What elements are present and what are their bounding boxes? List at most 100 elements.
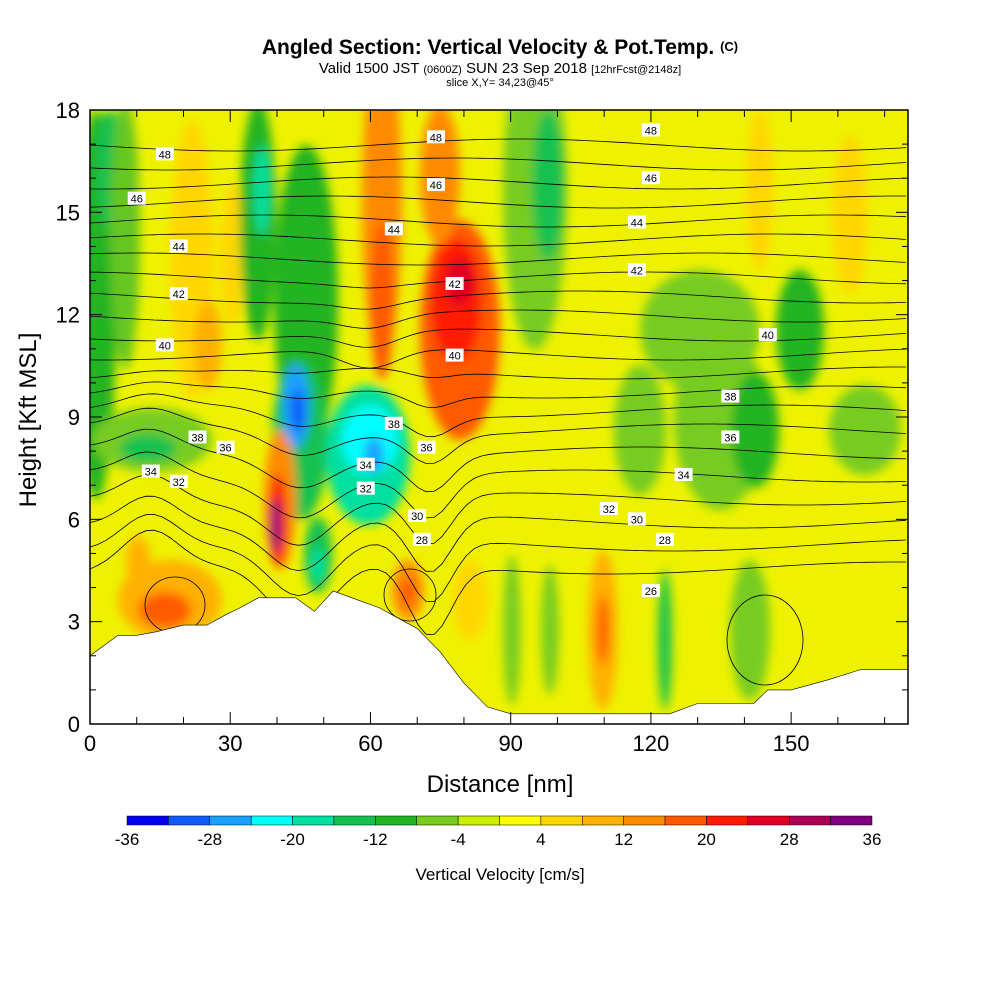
velocity-region bbox=[776, 270, 824, 390]
contour-label-text: 36 bbox=[724, 432, 736, 444]
contour-label-bg bbox=[356, 481, 375, 495]
colorbar-segment bbox=[457, 815, 500, 826]
contour-label: 32 bbox=[169, 474, 188, 489]
contour-label-text: 36 bbox=[420, 443, 432, 455]
contour-label: 28 bbox=[412, 532, 431, 547]
colorbar-segment bbox=[623, 815, 666, 826]
colorbar-segment bbox=[416, 815, 459, 826]
contour-label: 32 bbox=[599, 502, 618, 516]
isentrope-line bbox=[90, 214, 907, 228]
slice-info: slice X,Y= 34,23@45° bbox=[446, 77, 554, 89]
velocity-region bbox=[254, 145, 270, 235]
colorbar-tick-label: 20 bbox=[697, 830, 716, 849]
contour-label: 38 bbox=[188, 430, 207, 444]
velocity-region bbox=[271, 497, 281, 553]
contour-label-bg bbox=[674, 467, 693, 481]
contour-label-bg bbox=[641, 583, 660, 597]
velocity-region bbox=[640, 270, 760, 390]
velocity-region bbox=[401, 578, 415, 606]
contour-label-text: 34 bbox=[145, 467, 157, 479]
isentrope-line bbox=[90, 271, 907, 289]
isentrope-line bbox=[90, 233, 907, 247]
contour-label-bg bbox=[426, 130, 445, 144]
contour-label: 30 bbox=[627, 512, 646, 526]
contour-label-text: 34 bbox=[678, 470, 690, 482]
contour-label: 42 bbox=[445, 276, 464, 291]
isentrope-line bbox=[90, 309, 907, 329]
velocity-region bbox=[658, 570, 672, 710]
contour-label-bg bbox=[426, 178, 445, 192]
x-tick-label: 0 bbox=[84, 731, 96, 756]
velocity-region bbox=[311, 547, 325, 583]
isentrope-line bbox=[90, 252, 907, 266]
contour-label-bg bbox=[627, 263, 646, 277]
contour-label-text: 38 bbox=[388, 419, 400, 431]
colorbar-segment bbox=[747, 815, 790, 826]
colorbar-segment bbox=[499, 815, 542, 826]
y-tick-label: 3 bbox=[68, 610, 80, 635]
contour-label-text: 32 bbox=[173, 477, 185, 489]
isentrope-line bbox=[90, 474, 907, 546]
contour-label: 34 bbox=[141, 464, 160, 479]
contour-label: 42 bbox=[169, 287, 188, 301]
colorbar-segment bbox=[250, 815, 293, 826]
contour-label-bg bbox=[169, 474, 188, 488]
copyright-mark: (C) bbox=[720, 39, 739, 54]
colorbar-tick-label: -36 bbox=[115, 830, 140, 849]
x-tick-label: 150 bbox=[773, 731, 810, 756]
contour-label-text: 36 bbox=[219, 443, 231, 455]
isentrope-line bbox=[90, 157, 907, 171]
isentrope-line bbox=[90, 407, 907, 464]
contour-label: 46 bbox=[426, 178, 445, 192]
contour-label-bg bbox=[445, 276, 464, 290]
contour-label: 26 bbox=[641, 583, 660, 598]
contour-label: 34 bbox=[674, 467, 693, 482]
contour-label-text: 48 bbox=[159, 149, 171, 161]
contour-label-text: 34 bbox=[360, 460, 372, 472]
colorbar-segment bbox=[582, 815, 624, 826]
contour-label-text: 28 bbox=[659, 535, 671, 547]
velocity-region bbox=[614, 365, 666, 495]
contour-label-bg bbox=[721, 389, 740, 403]
contour-label: 38 bbox=[384, 416, 403, 431]
x-tick-label: 60 bbox=[358, 731, 382, 756]
contour-label-bg bbox=[155, 147, 174, 161]
contour-label-bg bbox=[599, 502, 618, 516]
colorbar-segment bbox=[126, 815, 169, 826]
colorbar-segment bbox=[209, 815, 252, 826]
isentrope-line bbox=[90, 366, 906, 380]
contour-label: 28 bbox=[655, 532, 674, 547]
isentrope-line bbox=[726, 594, 804, 686]
velocity-region bbox=[746, 110, 774, 270]
velocity-region bbox=[730, 560, 770, 700]
contour-label-text: 26 bbox=[645, 586, 657, 598]
colorbar-label: Vertical Velocity [cm/s] bbox=[415, 865, 584, 884]
contour-label-bg bbox=[169, 287, 188, 301]
velocity-region bbox=[139, 592, 191, 628]
colorbar-segment bbox=[664, 815, 707, 826]
colorbar-segment bbox=[375, 815, 417, 826]
isentrope-line bbox=[90, 513, 907, 603]
colorbar-tick-label: 12 bbox=[614, 830, 633, 849]
velocity-region bbox=[829, 385, 901, 475]
contour-label-bg bbox=[384, 416, 403, 430]
velocity-region bbox=[126, 536, 150, 584]
colorbar-segment bbox=[830, 815, 873, 826]
x-axis-label: Distance [nm] bbox=[427, 771, 574, 798]
contour-label-text: 44 bbox=[631, 218, 643, 230]
isentrope-line bbox=[90, 176, 907, 190]
contour-label-text: 40 bbox=[762, 330, 774, 342]
contour-label-text: 44 bbox=[388, 224, 400, 236]
y-tick-label: 9 bbox=[68, 405, 80, 430]
y-tick-label: 0 bbox=[68, 712, 80, 737]
velocity-region bbox=[110, 110, 140, 370]
contour-label: 46 bbox=[641, 171, 660, 185]
contour-label-text: 32 bbox=[360, 484, 372, 496]
contour-label: 36 bbox=[417, 440, 436, 455]
colorbar-tick-label: 4 bbox=[536, 830, 545, 849]
contour-label-bg bbox=[641, 171, 660, 185]
velocity-region bbox=[503, 555, 521, 705]
contour-label: 38 bbox=[721, 389, 740, 404]
contour-label-bg bbox=[641, 123, 660, 137]
